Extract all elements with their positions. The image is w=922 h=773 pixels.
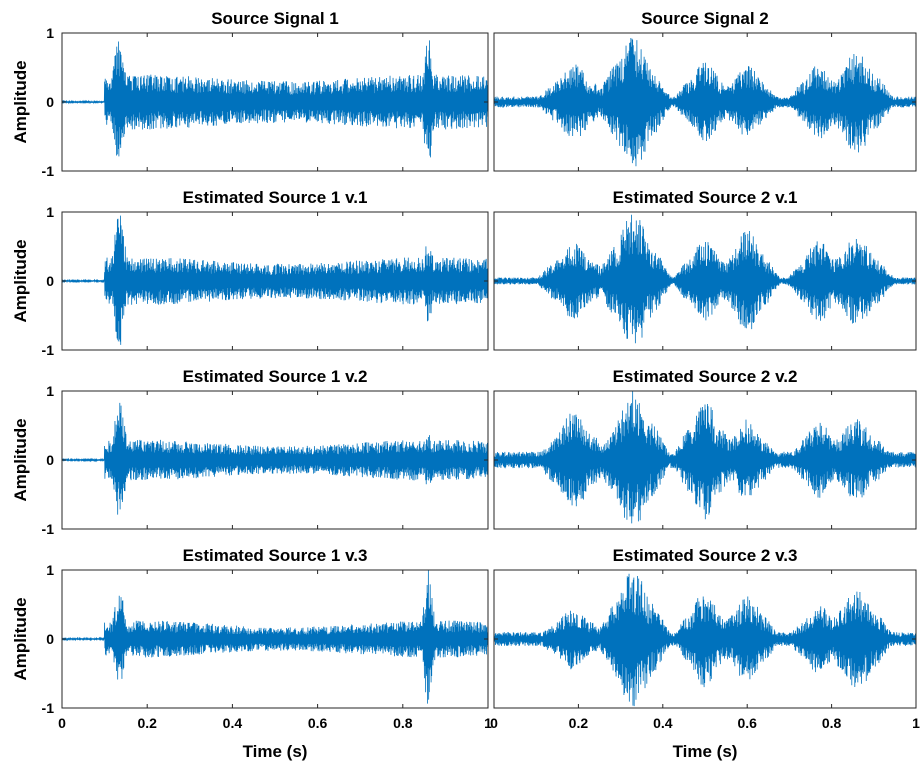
waveform-series [61, 215, 489, 345]
y-tick-label: -1 [42, 521, 55, 537]
panel-title: Estimated Source 2 v.2 [613, 367, 798, 386]
x-tick-label: 0 [490, 715, 498, 731]
y-tick-label: 0 [46, 273, 54, 289]
x-axis-label: Time (s) [673, 742, 738, 761]
y-axis-label: Amplitude [11, 239, 30, 322]
y-tick-label: -1 [42, 700, 55, 716]
y-axis-label: Amplitude [11, 597, 30, 680]
y-tick-label: -1 [42, 163, 55, 179]
waveform-series [493, 391, 917, 524]
waveform-series [493, 214, 917, 344]
waveform-series [61, 402, 489, 515]
y-tick-label: 0 [46, 631, 54, 647]
y-tick-label: 0 [46, 94, 54, 110]
x-tick-label: 0.2 [137, 715, 157, 731]
x-tick-label: 0.4 [223, 715, 243, 731]
x-tick-label: 0.4 [653, 715, 673, 731]
x-tick-label: 0.6 [308, 715, 328, 731]
waveform-series [61, 570, 489, 704]
x-tick-label: 0.8 [822, 715, 842, 731]
x-tick-label: 0.2 [569, 715, 589, 731]
panel-title: Estimated Source 1 v.1 [183, 188, 368, 207]
y-tick-label: 1 [46, 383, 54, 399]
y-tick-label: 1 [46, 204, 54, 220]
y-tick-label: 1 [46, 25, 54, 41]
y-tick-label: 0 [46, 452, 54, 468]
panel-title: Estimated Source 2 v.3 [613, 546, 798, 565]
panel-title: Estimated Source 1 v.3 [183, 546, 368, 565]
y-axis-label: Amplitude [11, 60, 30, 143]
y-tick-label: -1 [42, 342, 55, 358]
waveform-series [61, 40, 489, 158]
x-axis-label: Time (s) [243, 742, 308, 761]
panel-title: Estimated Source 2 v.1 [613, 188, 798, 207]
panel-title: Estimated Source 1 v.2 [183, 367, 368, 386]
waveform-series [493, 573, 917, 707]
x-tick-label: 0.8 [393, 715, 413, 731]
waveform-series [493, 37, 917, 167]
x-tick-label: 0 [58, 715, 66, 731]
x-tick-label: 0.6 [737, 715, 757, 731]
x-tick-label: 1 [484, 715, 492, 731]
y-axis-label: Amplitude [11, 418, 30, 501]
panel-title: Source Signal 2 [641, 9, 769, 28]
y-tick-label: 1 [46, 562, 54, 578]
x-tick-label: 1 [912, 715, 920, 731]
panel-title: Source Signal 1 [211, 9, 339, 28]
